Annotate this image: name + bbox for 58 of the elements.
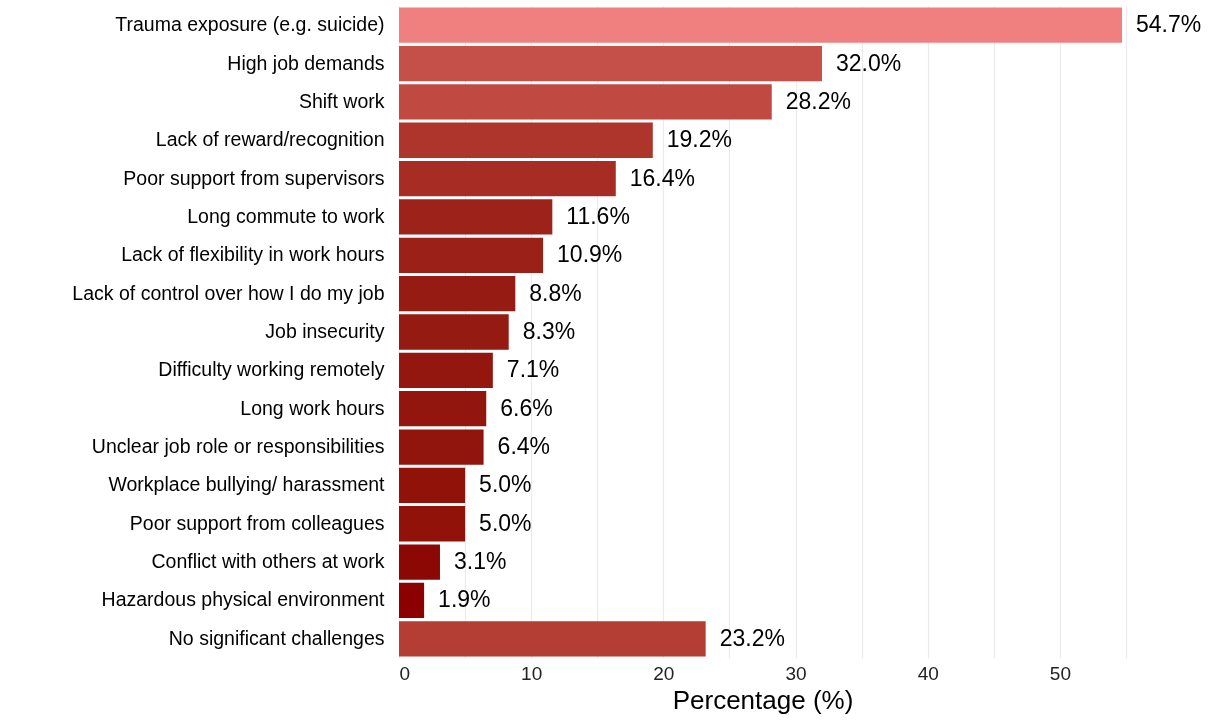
y-tick-label: Difficulty working remotely <box>158 358 385 381</box>
y-tick-label: Shift work <box>298 89 385 112</box>
y-tick-label: Long work hours <box>240 396 385 419</box>
y-tick-label: Workplace bullying/ harassment <box>108 473 386 496</box>
data-label: 7.1% <box>506 356 560 383</box>
y-tick-label: Conflict with others at work <box>151 550 385 573</box>
data-label: 54.7% <box>1136 11 1202 38</box>
bar <box>399 199 553 235</box>
data-label: 11.6% <box>566 202 630 229</box>
data-label: 5.0% <box>479 509 532 536</box>
y-tick-label: Hazardous physical environment <box>101 588 386 611</box>
y-tick-label: Poor support from supervisors <box>123 166 385 189</box>
y-tick-label: Lack of reward/recognition <box>155 128 385 151</box>
bar <box>399 467 466 504</box>
y-tick-label: Lack of control over how I do my job <box>72 281 385 304</box>
y-tick-label: Poor support from colleagues <box>129 511 385 534</box>
data-label: 10.9% <box>557 241 623 268</box>
data-label: 5.0% <box>479 471 532 498</box>
y-tick-label: Trauma exposure (e.g. suicide) <box>115 13 385 36</box>
bar <box>399 7 1123 43</box>
bar <box>399 314 509 350</box>
y-tick-label: Job insecurity <box>265 320 385 342</box>
bar <box>399 45 822 82</box>
bar <box>399 352 493 388</box>
x-tick-label: 40 <box>917 662 939 684</box>
data-label: 28.2% <box>785 87 851 114</box>
bar <box>399 429 484 465</box>
data-label: 6.4% <box>497 433 551 460</box>
x-tick-label: 0 <box>399 662 411 684</box>
data-label: 1.9% <box>438 586 491 613</box>
data-label: 6.6% <box>500 394 553 421</box>
data-label: 23.2% <box>719 624 785 651</box>
data-label: 8.8% <box>529 279 582 306</box>
bar <box>399 122 653 158</box>
x-tick-label: 20 <box>653 662 675 684</box>
bar <box>399 544 440 580</box>
x-tick-label: 30 <box>785 662 807 684</box>
bar <box>399 237 544 273</box>
y-tick-label: No significant challenges <box>168 626 385 649</box>
bar <box>399 160 616 197</box>
bar <box>399 276 516 312</box>
x-axis-title: Percentage (%) <box>672 684 854 715</box>
y-tick-label: Lack of flexibility in work hours <box>121 243 385 266</box>
x-tick-label: 10 <box>521 662 543 684</box>
data-label: 19.2% <box>666 126 733 153</box>
bar <box>399 582 425 619</box>
data-label: 3.1% <box>453 548 507 575</box>
y-tick-label: Long commute to work <box>187 204 385 227</box>
bar <box>399 84 772 120</box>
data-label: 8.3% <box>522 318 576 344</box>
data-label: 16.4% <box>629 164 695 191</box>
data-label: 32.0% <box>835 49 902 76</box>
x-tick-label: 50 <box>1049 662 1071 684</box>
y-tick-label: Unclear job role or responsibilities <box>91 435 385 458</box>
bar <box>399 506 466 542</box>
y-tick-label: High job demands <box>227 51 385 74</box>
bar <box>399 621 706 657</box>
bar <box>399 391 487 427</box>
